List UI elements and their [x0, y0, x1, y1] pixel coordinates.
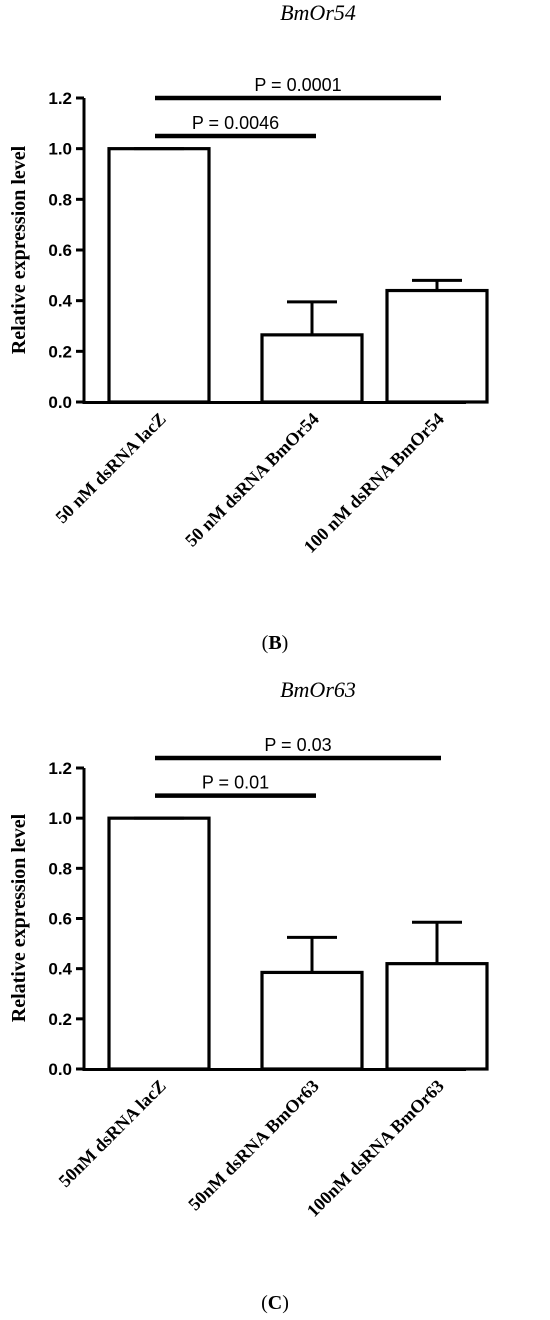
y-axis-label: Relative expression level: [8, 813, 30, 1022]
chart-panel-b: BmOr54 Relative expression level 0.0 0.2 0…: [8, 0, 489, 654]
category-label: 50nM dsRNA BmOr63: [184, 1076, 323, 1215]
category-label: 50 nM dsRNA lacZ: [51, 409, 169, 527]
y-tick-label: 0.8: [48, 190, 72, 209]
panel-label: (B): [262, 632, 289, 654]
y-tick-label: 1.2: [48, 89, 72, 108]
bar: [107, 816, 211, 1071]
bar: [385, 962, 489, 1071]
y-tick-label: 0.4: [48, 292, 72, 311]
category-label: 100nM dsRNA BmOr63: [303, 1076, 448, 1221]
bar: [260, 970, 364, 1071]
chart-title: BmOr63: [280, 677, 356, 702]
y-tick-label: 1.2: [48, 759, 72, 778]
bar: [107, 147, 211, 404]
category-label: 50nM dsRNA lacZ: [55, 1076, 170, 1191]
y-tick-label: 0.2: [48, 342, 72, 361]
category-label: 50 nM dsRNA BmOr54: [181, 409, 323, 551]
y-tick-label: 0.0: [48, 393, 72, 412]
bar: [385, 288, 489, 404]
y-tick-label: 0.4: [48, 960, 72, 979]
y-tick-label: 0.6: [48, 241, 72, 260]
y-tick-label: 1.0: [48, 140, 72, 159]
p-value-label: P = 0.0046: [192, 113, 279, 133]
y-tick-label: 0.2: [48, 1010, 72, 1029]
p-value-label: P = 0.0001: [254, 75, 341, 95]
bar: [260, 333, 364, 404]
y-tick-label: 1.0: [48, 809, 72, 828]
chart-title: BmOr54: [280, 0, 356, 25]
y-tick-label: 0.0: [48, 1060, 72, 1079]
p-value-label: P = 0.03: [264, 735, 331, 755]
y-tick-label: 0.6: [48, 910, 72, 929]
y-tick-label: 0.8: [48, 859, 72, 878]
category-label: 100 nM dsRNA BmOr54: [300, 409, 448, 557]
p-value-label: P = 0.01: [202, 773, 269, 793]
panel-label: (C): [261, 1292, 289, 1314]
y-axis-label: Relative expression level: [8, 145, 30, 354]
chart-panel-c: BmOr63 Relative expression level 0.0 0.2 0…: [8, 677, 489, 1314]
